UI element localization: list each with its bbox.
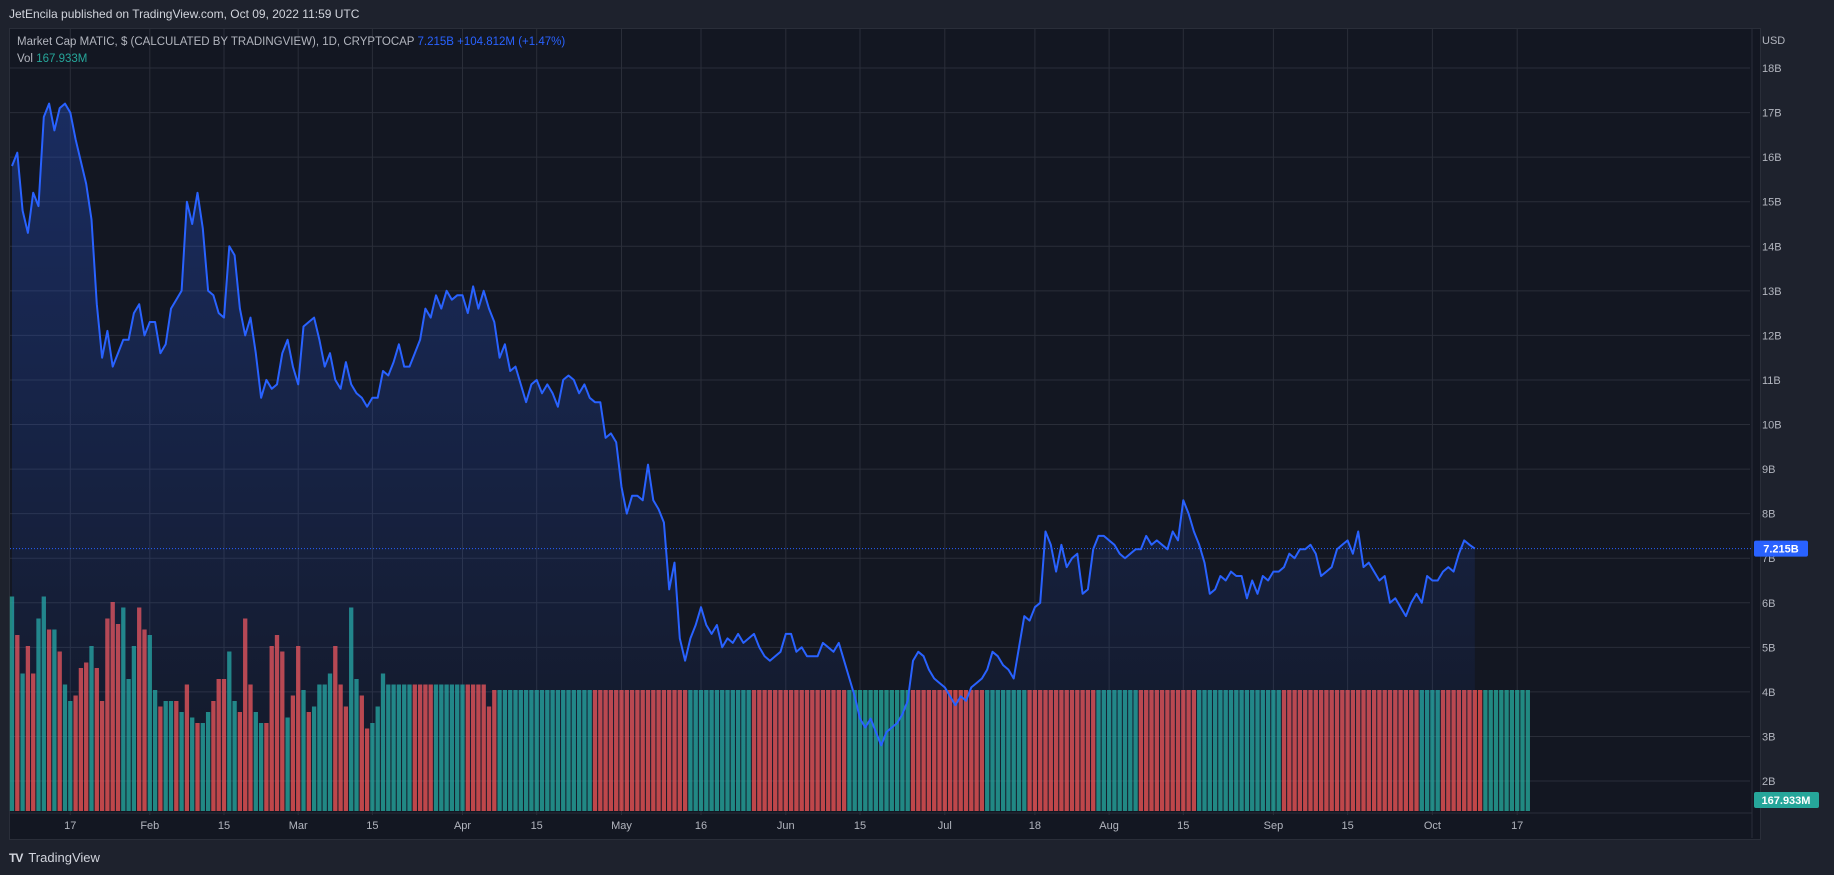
volume-bar xyxy=(1504,690,1509,811)
last-volume-label: 167.933M xyxy=(1762,795,1811,807)
top-bar: JetEncila published on TradingView.com, … xyxy=(0,0,1834,28)
x-tick-label: May xyxy=(611,820,632,832)
y-tick-label: 5B xyxy=(1762,642,1775,654)
legend-vol-label[interactable]: Vol xyxy=(17,53,33,65)
x-tick-label: Sep xyxy=(1264,820,1284,832)
published-byline: JetEncila published on TradingView.com, … xyxy=(9,7,360,21)
x-tick-label: 17 xyxy=(64,820,76,832)
last-price-badge xyxy=(1754,540,1808,557)
y-tick-label: 15B xyxy=(1762,197,1782,209)
tradingview-logo-icon: TV xyxy=(9,850,23,865)
x-tick-label: 17 xyxy=(1511,820,1523,832)
y-tick-label: 17B xyxy=(1762,108,1782,120)
x-tick-label: Jun xyxy=(777,820,795,832)
legend-main-row: Market Cap MATIC, $ (CALCULATED BY TRADI… xyxy=(17,34,565,51)
legend-change: +104.812M (+1.47%) xyxy=(457,36,566,48)
volume-bar xyxy=(1520,690,1525,811)
y-tick-label: 12B xyxy=(1762,330,1782,342)
x-tick-label: 18 xyxy=(1029,820,1041,832)
y-tick-label: 14B xyxy=(1762,241,1782,253)
last-price-label: 7.215B xyxy=(1763,544,1799,556)
volume-bar xyxy=(1525,690,1530,811)
y-tick-label: 18B xyxy=(1762,63,1782,75)
volume-bar xyxy=(1499,690,1504,811)
y-tick-label: 16B xyxy=(1762,152,1782,164)
legend-symbol[interactable]: Market Cap MATIC, $ (CALCULATED BY TRADI… xyxy=(17,36,415,48)
legend-vol-value: 167.933M xyxy=(36,53,88,65)
chart-legend: Market Cap MATIC, $ (CALCULATED BY TRADI… xyxy=(17,34,565,68)
x-tick-label: 16 xyxy=(695,820,707,832)
x-tick-label: 15 xyxy=(218,820,230,832)
x-tick-label: 15 xyxy=(854,820,866,832)
x-tick-label: Oct xyxy=(1424,820,1441,832)
last-volume-badge xyxy=(1754,792,1819,808)
volume-bar xyxy=(1483,690,1488,811)
volume-bar xyxy=(1515,690,1520,811)
y-tick-label: 13B xyxy=(1762,286,1782,298)
volume-bar xyxy=(1488,690,1493,811)
x-tick-label: 15 xyxy=(1341,820,1353,832)
volume-bar xyxy=(1477,690,1483,811)
y-tick-label: 10B xyxy=(1762,420,1782,432)
y-tick-label: 11B xyxy=(1762,375,1781,387)
footer-brand[interactable]: TV TradingView xyxy=(9,850,100,865)
volume-bar xyxy=(1493,690,1499,811)
x-tick-label: Apr xyxy=(454,820,471,832)
y-tick-label: 8B xyxy=(1762,509,1775,521)
x-tick-label: 15 xyxy=(1177,820,1189,832)
price-area-fill xyxy=(12,103,1475,812)
legend-vol-row: Vol 167.933M xyxy=(17,51,565,68)
legend-last-value: 7.215B xyxy=(417,36,454,48)
volume-bar xyxy=(1509,690,1515,811)
x-tick-label: Mar xyxy=(289,820,308,832)
y-tick-label: 4B xyxy=(1762,687,1775,699)
price-series-line[interactable] xyxy=(11,102,1476,747)
footer-brand-name: TradingView xyxy=(28,850,100,865)
x-tick-label: 15 xyxy=(531,820,543,832)
x-tick-label: Aug xyxy=(1099,820,1119,832)
x-tick-label: 15 xyxy=(366,820,378,832)
y-tick-label: 3B xyxy=(1762,731,1775,743)
y-tick-label: 9B xyxy=(1762,464,1775,476)
y-axis-currency-label: USD xyxy=(1762,35,1785,47)
x-tick-label: Feb xyxy=(140,820,159,832)
y-tick-label: 6B xyxy=(1762,598,1775,610)
y-tick-label: 2B xyxy=(1762,776,1775,788)
x-tick-label: Jul xyxy=(938,820,952,832)
